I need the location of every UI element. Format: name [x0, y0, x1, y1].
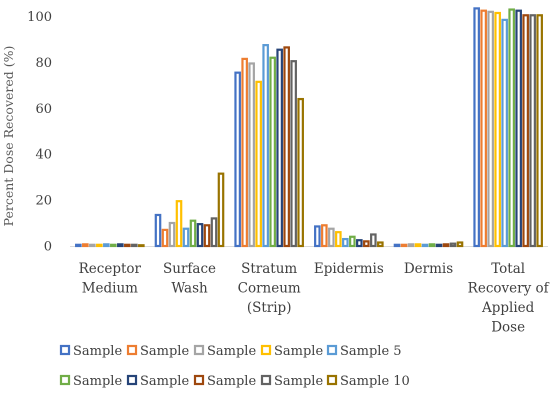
bar [234, 71, 241, 248]
bar [96, 243, 103, 248]
bar [494, 11, 501, 248]
bar [328, 227, 335, 248]
bar [290, 60, 297, 248]
bar [262, 44, 269, 248]
bar [117, 243, 124, 248]
bar [421, 243, 429, 248]
bar [400, 243, 408, 248]
bar [473, 7, 480, 248]
bar [110, 243, 117, 248]
legend-swatch [126, 374, 138, 386]
bar [449, 242, 457, 248]
bar [196, 223, 204, 248]
category-label: Receptor Medium [79, 261, 142, 297]
y-tick-label: 80 [35, 56, 52, 71]
bar [124, 243, 131, 248]
legend-swatch [193, 374, 205, 386]
bar [203, 224, 211, 248]
category-label: Surface Wash [163, 261, 216, 297]
bar [435, 243, 443, 248]
bar [377, 241, 384, 248]
bar [189, 219, 197, 248]
bar [414, 243, 422, 248]
legend-label: Sample 6 [73, 374, 135, 389]
bar [321, 224, 328, 248]
bar [456, 241, 464, 248]
y-axis-title: Percent Dose Recovered (%) [1, 46, 16, 227]
bar [75, 243, 82, 248]
bar [131, 243, 138, 248]
bar [480, 9, 487, 248]
bar [501, 18, 508, 248]
category-label: Dermis [404, 261, 453, 277]
bar [522, 14, 529, 248]
y-tick-label: 0 [44, 240, 52, 255]
bar [161, 228, 169, 248]
bar [393, 243, 401, 248]
bar [283, 46, 290, 248]
bar [515, 9, 522, 248]
bar [89, 243, 96, 248]
bar [248, 62, 255, 248]
bar [154, 213, 162, 248]
legend-label: Sample 3 [207, 344, 269, 359]
bar [182, 227, 190, 248]
bar [349, 235, 356, 248]
legend-label: Sample 8 [207, 374, 269, 389]
legend-swatch [126, 344, 138, 356]
bar [314, 225, 321, 248]
category-label: Epidermis [314, 261, 384, 277]
bar [428, 243, 436, 248]
category-labels: Receptor Medium Surface Wash Stratum Corneum(… [79, 261, 550, 336]
y-tick-label: 20 [35, 194, 52, 209]
bar [487, 10, 494, 248]
legend-label: Sample 4 [274, 344, 336, 359]
bar [210, 217, 218, 248]
bar [168, 221, 176, 248]
legend-swatch [326, 374, 338, 386]
y-axis-ticks: 0 20 40 60 80 100 [27, 10, 52, 255]
bar [370, 233, 377, 248]
category-label: Total Recovery of Applied Dose [468, 261, 550, 336]
bar [138, 244, 145, 248]
bar [297, 97, 304, 248]
bar [82, 243, 89, 248]
bar [276, 48, 283, 248]
bar [255, 80, 262, 248]
legend-swatch [59, 344, 71, 356]
category-label: Stratum Corneum (Strip) [238, 261, 301, 316]
y-tick-label: 40 [35, 148, 52, 163]
legend-label: Sample 2 [140, 344, 202, 359]
legend-label: Sample 5 [340, 344, 402, 359]
y-tick-label: 60 [35, 102, 52, 117]
bar [529, 14, 536, 248]
legend-swatch [260, 344, 272, 356]
bar [342, 237, 349, 248]
legend-label: Sample 7 [140, 374, 202, 389]
bar [536, 14, 543, 248]
bar [442, 243, 450, 248]
bar [356, 239, 363, 248]
legend-label: Sample 10 [340, 374, 410, 389]
bars-group [75, 7, 543, 248]
bar [175, 200, 183, 248]
legend-swatch [59, 374, 71, 386]
y-tick-label: 100 [27, 10, 52, 25]
bar [241, 57, 248, 248]
bar [363, 240, 370, 248]
legend-swatch [326, 344, 338, 356]
bar [103, 243, 110, 248]
bar [508, 8, 515, 248]
legend-swatch [260, 374, 272, 386]
legend-swatch [193, 344, 205, 356]
legend-label: Sample 9 [274, 374, 336, 389]
bar [269, 56, 276, 248]
bar [335, 231, 342, 248]
legend: Sample 1 Sample 2 Sample 3 Sample 4 Sample 5… [59, 344, 410, 389]
bar [217, 172, 225, 248]
legend-label: Sample 1 [73, 344, 135, 359]
bar [407, 243, 415, 248]
